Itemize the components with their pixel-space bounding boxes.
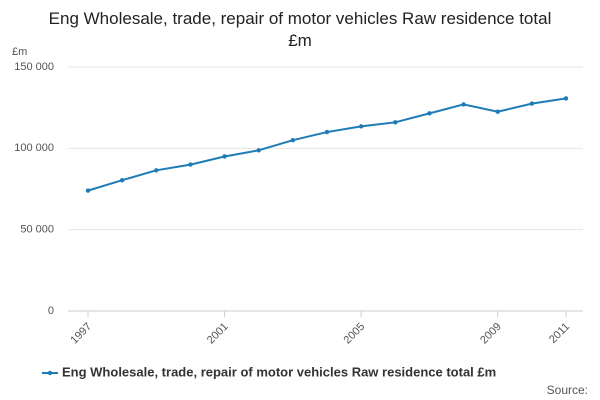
x-tick-label: 1997 (68, 321, 94, 347)
y-tick-label: 50 000 (20, 224, 54, 236)
x-tick-label: 2005 (342, 321, 368, 347)
point (461, 102, 466, 107)
point (529, 101, 535, 106)
point (154, 168, 159, 173)
source: Source: (547, 383, 588, 397)
x-tick-label: 2001 (205, 321, 231, 347)
y-tick-label: 100 000 (14, 142, 54, 154)
point (256, 148, 261, 153)
point (324, 129, 330, 135)
point (393, 120, 398, 125)
point (188, 162, 193, 167)
point (290, 138, 296, 143)
point (495, 109, 500, 114)
point (563, 96, 569, 101)
chart-title: Eng Wholesale, trade, repair of motor ve… (48, 9, 552, 50)
legend-dot (47, 370, 53, 376)
point (85, 188, 91, 193)
x-tick-label: 2009 (478, 321, 504, 347)
y-axis-label: £m (12, 46, 27, 58)
point (222, 154, 227, 159)
series-line (87, 97, 567, 192)
point (358, 124, 364, 129)
point (427, 111, 432, 116)
y-tick-label: 0 (48, 305, 54, 317)
x-tick-label: 2011 (547, 321, 572, 346)
y-tick-label: 150 000 (14, 61, 54, 73)
point (119, 178, 125, 183)
legend-label: Eng Wholesale, trade, repair of motor ve… (62, 364, 496, 379)
